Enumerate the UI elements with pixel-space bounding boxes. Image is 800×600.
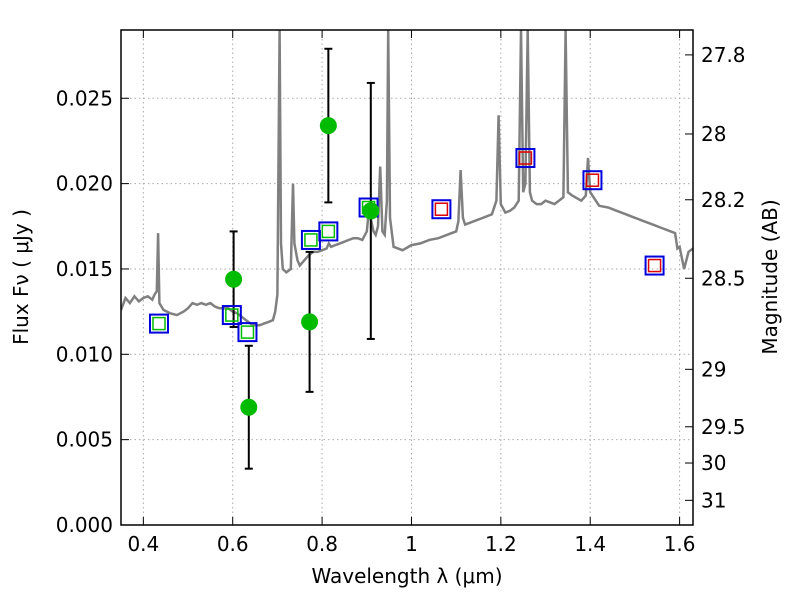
y-axis-title: Flux Fν ( μJy ) [9,209,33,345]
x-tick-label: 1.2 [485,532,517,556]
model-inner-square [434,202,449,216]
y-axis-ticks: 0.000 0.005 0.010 0.015 0.020 0.025 [56,86,129,537]
x-tick-label: 1.4 [574,532,606,556]
observed-point [240,398,258,416]
right-tick-label: 28.2 [701,188,746,212]
model-inner-square [518,151,533,165]
right-axis-ticks: 27.8 28 28.2 28.5 29 29.5 30 31 [685,43,746,512]
model-square [431,199,452,220]
model-square [318,221,339,242]
model-square [515,148,536,169]
observed-point [301,313,319,331]
y-tick-label: 0.020 [56,172,113,196]
observed-point [362,202,380,220]
x-tick-label: 1.6 [664,532,696,556]
y-tick-label: 0.000 [56,513,113,537]
right-tick-label: 29.5 [701,415,746,439]
y-tick-label: 0.010 [56,342,113,366]
y-tick-label: 0.025 [56,86,113,110]
model-inner-square [321,224,336,239]
right-tick-label: 31 [701,488,726,512]
model-square [582,170,603,191]
right-tick-label: 30 [701,451,726,475]
y-tick-label: 0.015 [56,257,113,281]
right-tick-label: 28.5 [701,266,746,290]
x-tick-label: 0.4 [127,532,159,556]
plot-frame [120,29,694,526]
right-tick-label: 29 [701,357,726,381]
observed-points [225,117,380,416]
x-tick-label: 1 [405,532,418,556]
right-tick-label: 27.8 [701,43,746,67]
right-axis-title: Magnitude (AB) [758,199,782,354]
model-inner-square [304,233,318,247]
x-tick-label: 0.6 [217,532,249,556]
right-tick-label: 28 [701,122,726,146]
model-square [237,322,258,343]
model-inner-square [225,308,239,322]
x-axis-ticks: 0.4 0.6 0.8 1 1.2 1.4 1.6 [127,30,696,556]
x-tick-label: 0.8 [306,532,338,556]
observed-point [319,117,337,135]
model-square [644,255,665,276]
model-inner-square [240,325,255,339]
y-tick-label: 0.005 [56,428,113,452]
model-square [148,313,169,334]
model-inner-square [585,173,600,187]
observed-point [225,270,243,288]
model-square [221,305,242,326]
x-axis-title: Wavelength λ (μm) [311,564,502,588]
model-inner-square [152,316,166,331]
model-inner-square [647,258,662,273]
